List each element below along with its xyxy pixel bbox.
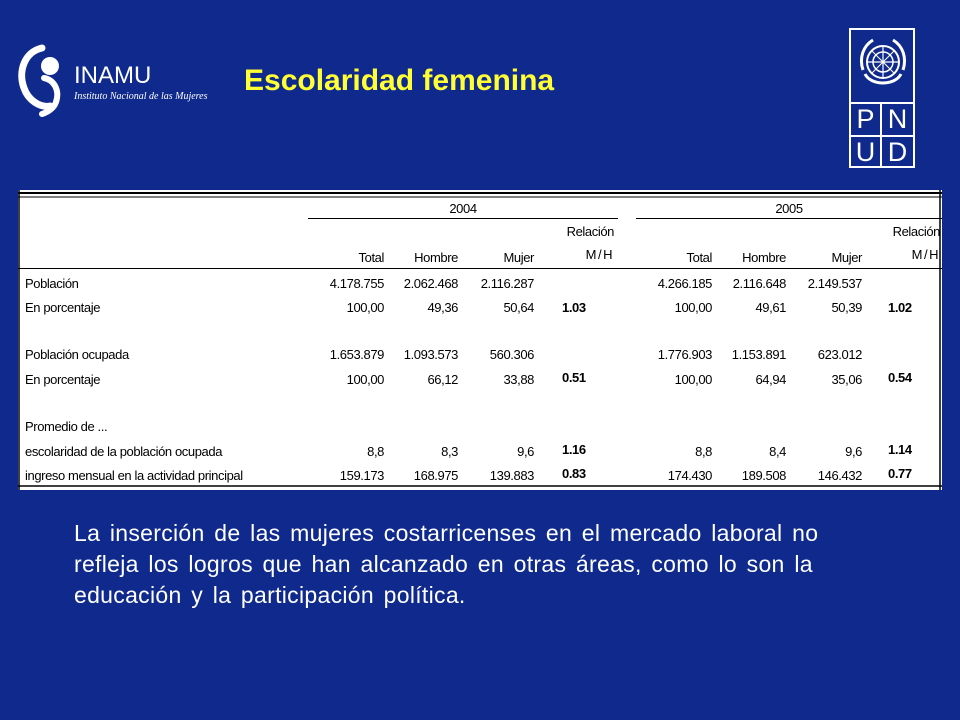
row-label: Población <box>25 276 79 291</box>
table-cell: 100,00 <box>346 300 385 315</box>
ratio-cell: 0.54 <box>888 370 912 385</box>
col-header-relacion: Relación <box>892 224 941 239</box>
table-cell: 168.975 <box>413 468 459 483</box>
pnud-letter-p: P <box>851 104 882 137</box>
year-underline-2005 <box>636 218 942 219</box>
row-label: En porcentaje <box>25 300 101 315</box>
pnud-letters: P N U D <box>851 102 913 168</box>
ratio-cell: 1.02 <box>888 300 912 315</box>
year-underline-2004 <box>308 218 618 219</box>
year-header-2004: 2004 <box>449 201 477 216</box>
ratio-cell: 0.83 <box>562 466 586 481</box>
ratio-cell: 0.77 <box>888 466 912 481</box>
table-cell: 2.062.468 <box>403 276 459 291</box>
col-header-total: Total <box>686 250 713 265</box>
table-cell: 9,6 <box>845 444 862 459</box>
ratio-cell: 0.51 <box>562 370 586 385</box>
table-cell: 8,3 <box>441 444 458 459</box>
inamu-subtitle: Instituto Nacional de las Mujeres <box>74 91 208 102</box>
ratio-cell: 1.03 <box>562 300 586 315</box>
col-header-mujer: Mujer <box>831 250 862 265</box>
table-cell: 139.883 <box>489 468 535 483</box>
col-header-hombre: Hombre <box>742 250 786 265</box>
table-cell: 9,6 <box>517 444 534 459</box>
ratio-cell: 1.14 <box>888 442 912 457</box>
page-title: Escolaridad femenina <box>244 64 555 97</box>
header-rule <box>18 268 942 269</box>
pnud-letter-u: U <box>851 137 882 168</box>
inamu-emblem-icon <box>18 44 61 117</box>
pnud-letter-n: N <box>882 104 913 137</box>
col-header-hombre: Hombre <box>414 250 458 265</box>
inamu-name: INAMU <box>74 62 152 89</box>
col-header-total: Total <box>358 250 385 265</box>
table-cell: 50,39 <box>831 300 862 315</box>
table-cell: 2.116.648 <box>732 276 787 291</box>
row-label: En porcentaje <box>25 372 101 387</box>
table-cell: 33,88 <box>503 372 534 387</box>
un-emblem-icon <box>859 38 907 85</box>
table-cell: 35,06 <box>831 372 862 387</box>
table-cell: 66,12 <box>427 372 458 387</box>
row-label: Población ocupada <box>25 347 129 362</box>
inamu-logo: INAMU Instituto Nacional de las Mujeres <box>14 42 208 122</box>
table-cell: 159.173 <box>339 468 385 483</box>
table-cell: 8,8 <box>695 444 712 459</box>
body-paragraph: La inserción de las mujeres costarricens… <box>74 520 819 608</box>
year-header-2005: 2005 <box>775 201 803 216</box>
table-cell: 146.432 <box>817 468 863 483</box>
table-cell: 189.508 <box>741 468 787 483</box>
row-label: Promedio de ... <box>25 419 108 434</box>
col-header-mujer: Mujer <box>503 250 534 265</box>
table-cell: 64,94 <box>755 372 786 387</box>
table-cell: 2.149.537 <box>807 276 863 291</box>
row-label: escolaridad de la población ocupada <box>25 444 223 459</box>
table-cell: 2.116.287 <box>480 276 535 291</box>
table-cell: 1.653.879 <box>329 347 385 362</box>
table-cell: 174.430 <box>667 468 713 483</box>
row-label: ingreso mensual en la actividad principa… <box>25 468 243 483</box>
pnud-letter-d: D <box>887 137 908 167</box>
table-cell: 560.306 <box>489 347 535 362</box>
table-cell: 100,00 <box>674 372 713 387</box>
col-header-mh: M/H <box>911 247 940 262</box>
table-cell: 49,61 <box>755 300 786 315</box>
table-cell: 1.153.891 <box>731 347 787 362</box>
ratio-cell: 1.16 <box>562 442 586 457</box>
table-cell: 100,00 <box>346 372 385 387</box>
table-cell: 4.178.755 <box>329 276 385 291</box>
table-cell: 4.266.185 <box>657 276 713 291</box>
table-cell: 49,36 <box>427 300 458 315</box>
table-cell: 1.093.573 <box>403 347 459 362</box>
table-cell: 8,4 <box>769 444 786 459</box>
table-cell: 50,64 <box>503 300 534 315</box>
col-header-mh: M/H <box>585 247 614 262</box>
col-header-relacion: Relación <box>566 224 615 239</box>
table-cell: 8,8 <box>367 444 384 459</box>
statistics-table: 2004 2005 Total Hombre Mujer Relación M/… <box>18 190 942 490</box>
table-cell: 1.776.903 <box>657 347 713 362</box>
table-cell: 100,00 <box>674 300 713 315</box>
pnud-logo: P N U D <box>849 28 915 168</box>
table-cell: 623.012 <box>817 347 863 362</box>
